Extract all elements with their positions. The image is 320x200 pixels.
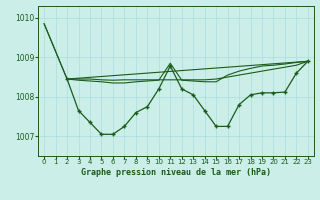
X-axis label: Graphe pression niveau de la mer (hPa): Graphe pression niveau de la mer (hPa)	[81, 168, 271, 177]
